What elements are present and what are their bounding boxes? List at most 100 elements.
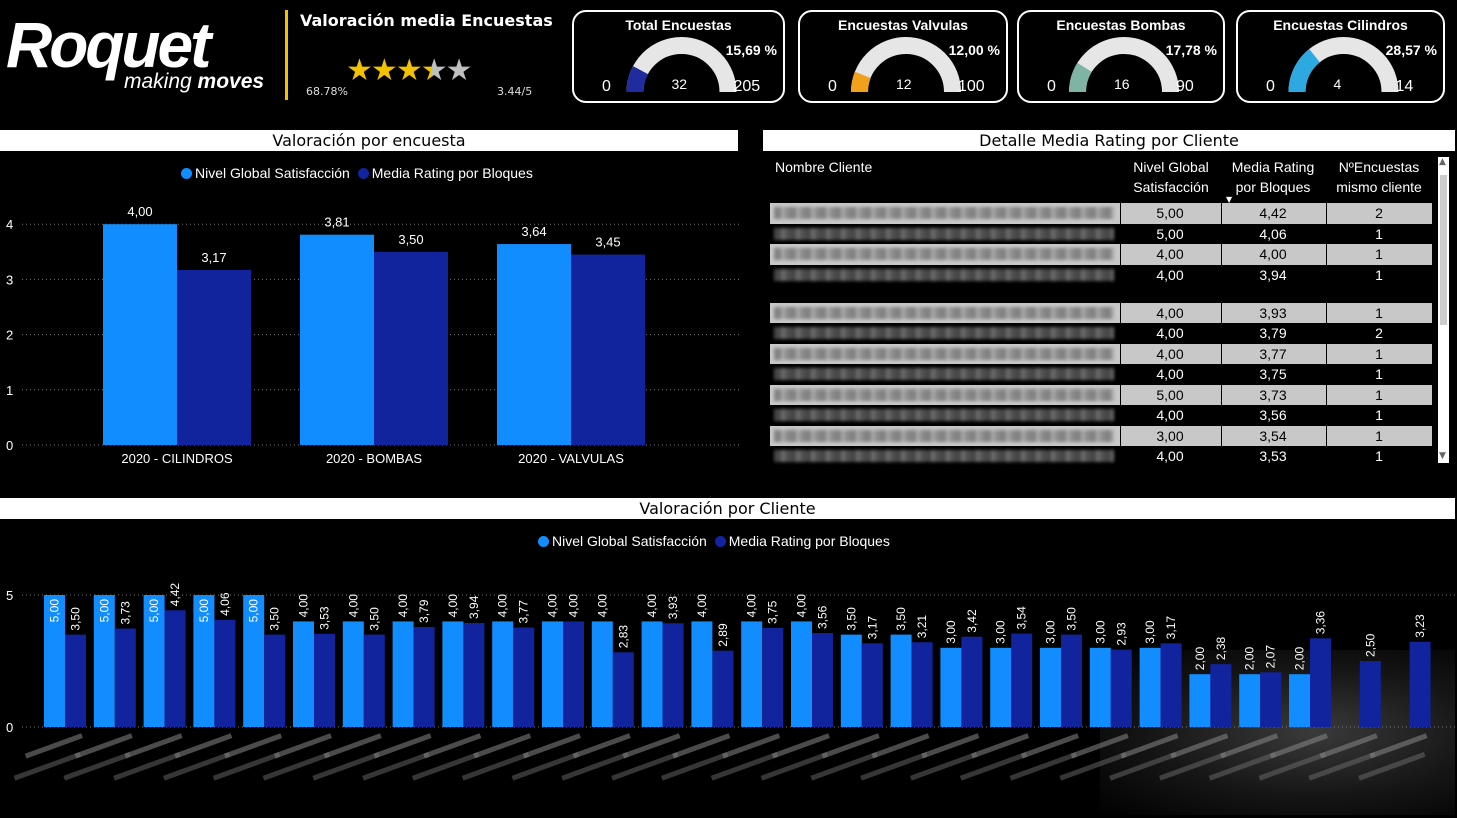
table-scrollbar[interactable]: ▲ ▼ bbox=[1438, 157, 1449, 463]
bar[interactable] bbox=[214, 619, 236, 727]
table-row[interactable]: 4,00 3,94 1 bbox=[770, 265, 1432, 303]
bar[interactable] bbox=[1160, 643, 1182, 727]
cell-count: 1 bbox=[1375, 345, 1383, 362]
bar[interactable] bbox=[1110, 649, 1132, 727]
bar[interactable] bbox=[65, 634, 86, 727]
table-row[interactable]: 3,00 3,54 1 bbox=[770, 425, 1432, 446]
table-row[interactable]: 5,00 4,42 2 bbox=[770, 203, 1432, 224]
table-row[interactable]: 4,00 3,93 1 bbox=[770, 302, 1432, 323]
bar[interactable] bbox=[1011, 633, 1033, 727]
bar[interactable] bbox=[264, 634, 286, 727]
bar[interactable] bbox=[1289, 674, 1310, 727]
bar[interactable] bbox=[961, 636, 983, 727]
bar[interactable] bbox=[374, 251, 448, 445]
scrollbar-thumb[interactable] bbox=[1440, 175, 1447, 325]
cell-media: 3,75 bbox=[1259, 366, 1287, 382]
client-name-redacted bbox=[774, 368, 1114, 380]
bar[interactable] bbox=[103, 224, 177, 445]
bar[interactable] bbox=[662, 623, 684, 727]
bar[interactable] bbox=[314, 633, 335, 727]
bar[interactable] bbox=[1359, 661, 1381, 727]
data-label: 4,42 bbox=[168, 583, 182, 607]
bar[interactable] bbox=[1189, 674, 1211, 727]
cell-global: 4,00 bbox=[1156, 304, 1184, 321]
bar[interactable] bbox=[177, 270, 251, 445]
col-header-global[interactable]: Nivel Global Satisfacción bbox=[1133, 159, 1209, 195]
table-row[interactable]: 5,00 4,06 1 bbox=[770, 224, 1432, 245]
bar[interactable] bbox=[1061, 634, 1082, 727]
bar[interactable] bbox=[143, 595, 165, 727]
cell-media: 4,42 bbox=[1259, 205, 1287, 221]
bar[interactable] bbox=[840, 634, 862, 727]
bar[interactable] bbox=[571, 254, 645, 445]
bar[interactable] bbox=[463, 622, 485, 727]
bar[interactable] bbox=[363, 634, 385, 727]
bar[interactable] bbox=[164, 610, 186, 727]
bar[interactable] bbox=[712, 650, 734, 727]
bar[interactable] bbox=[1210, 664, 1232, 727]
bar[interactable] bbox=[293, 621, 314, 727]
table-row[interactable]: 4,00 3,77 1 bbox=[770, 343, 1432, 364]
bar[interactable] bbox=[243, 595, 265, 727]
data-label: 4,00 bbox=[595, 594, 609, 618]
bar[interactable] bbox=[93, 595, 115, 727]
bar[interactable] bbox=[691, 621, 713, 727]
bar[interactable] bbox=[741, 621, 763, 727]
cell-divider bbox=[1221, 244, 1222, 265]
table-row[interactable]: 4,00 3,56 1 bbox=[770, 405, 1432, 426]
gauge-encuestas-valvulas[interactable]: Encuestas Valvulas 12,00 % 0 100 12 bbox=[798, 10, 1008, 103]
bar[interactable] bbox=[300, 234, 374, 445]
bar[interactable] bbox=[1239, 674, 1261, 727]
gauge-total-encuestas[interactable]: Total Encuestas 15,69 % 0 205 32 bbox=[572, 10, 785, 103]
bar[interactable] bbox=[542, 621, 563, 727]
bar[interactable] bbox=[940, 647, 962, 727]
bar[interactable] bbox=[890, 634, 912, 727]
bar[interactable] bbox=[1260, 672, 1282, 727]
bar[interactable] bbox=[641, 621, 663, 727]
bar[interactable] bbox=[861, 643, 883, 727]
bar[interactable] bbox=[513, 627, 535, 727]
bar[interactable] bbox=[591, 621, 613, 727]
client-name-redacted bbox=[774, 227, 1114, 240]
table-row[interactable]: 4,00 3,53 1 bbox=[770, 446, 1432, 467]
bar[interactable] bbox=[1139, 647, 1161, 727]
cell-count: 1 bbox=[1375, 366, 1383, 382]
bar[interactable] bbox=[612, 652, 634, 727]
bar[interactable] bbox=[492, 621, 514, 727]
data-label: 3,93 bbox=[666, 596, 680, 620]
category-label-redacted bbox=[461, 751, 530, 781]
bar[interactable] bbox=[1310, 638, 1331, 727]
bar[interactable] bbox=[193, 595, 215, 727]
scroll-down-icon[interactable]: ▼ bbox=[1439, 451, 1446, 461]
data-label: 3,81 bbox=[324, 215, 349, 230]
bar[interactable] bbox=[1409, 641, 1431, 727]
col-header-media[interactable]: Media Rating por Bloques bbox=[1231, 159, 1315, 195]
bar[interactable] bbox=[442, 621, 464, 727]
col-header-name[interactable]: Nombre Cliente bbox=[775, 159, 873, 175]
bar[interactable] bbox=[791, 621, 812, 727]
bar[interactable] bbox=[497, 244, 571, 445]
bar[interactable] bbox=[762, 628, 784, 727]
col-header-count[interactable]: NºEncuestas mismo cliente bbox=[1336, 159, 1422, 195]
table-row[interactable]: 4,00 4,00 1 bbox=[770, 244, 1432, 265]
bar[interactable] bbox=[563, 621, 584, 727]
bar[interactable] bbox=[342, 621, 364, 727]
sort-desc-icon[interactable]: ▼ bbox=[1226, 195, 1233, 204]
bar[interactable] bbox=[1040, 647, 1061, 727]
bar[interactable] bbox=[990, 647, 1012, 727]
gauge-min: 0 bbox=[828, 78, 837, 95]
bar[interactable] bbox=[413, 626, 435, 727]
table-row[interactable]: 4,00 3,75 1 bbox=[770, 364, 1432, 385]
bar[interactable] bbox=[1089, 647, 1111, 727]
scroll-up-icon[interactable]: ▲ bbox=[1439, 157, 1446, 167]
gauge-encuestas-cilindros[interactable]: Encuestas Cilindros 28,57 % 0 14 4 bbox=[1236, 10, 1445, 103]
bar[interactable] bbox=[392, 621, 414, 727]
bar[interactable] bbox=[114, 628, 136, 727]
table-row[interactable]: 4,00 3,79 2 bbox=[770, 323, 1432, 344]
bar[interactable] bbox=[44, 595, 65, 727]
table-row[interactable]: 5,00 3,73 1 bbox=[770, 384, 1432, 405]
cell-count: 1 bbox=[1375, 386, 1383, 403]
gauge-encuestas-bombas[interactable]: Encuestas Bombas 17,78 % 0 90 16 bbox=[1017, 10, 1225, 103]
bar[interactable] bbox=[911, 642, 933, 727]
bar[interactable] bbox=[812, 633, 833, 727]
